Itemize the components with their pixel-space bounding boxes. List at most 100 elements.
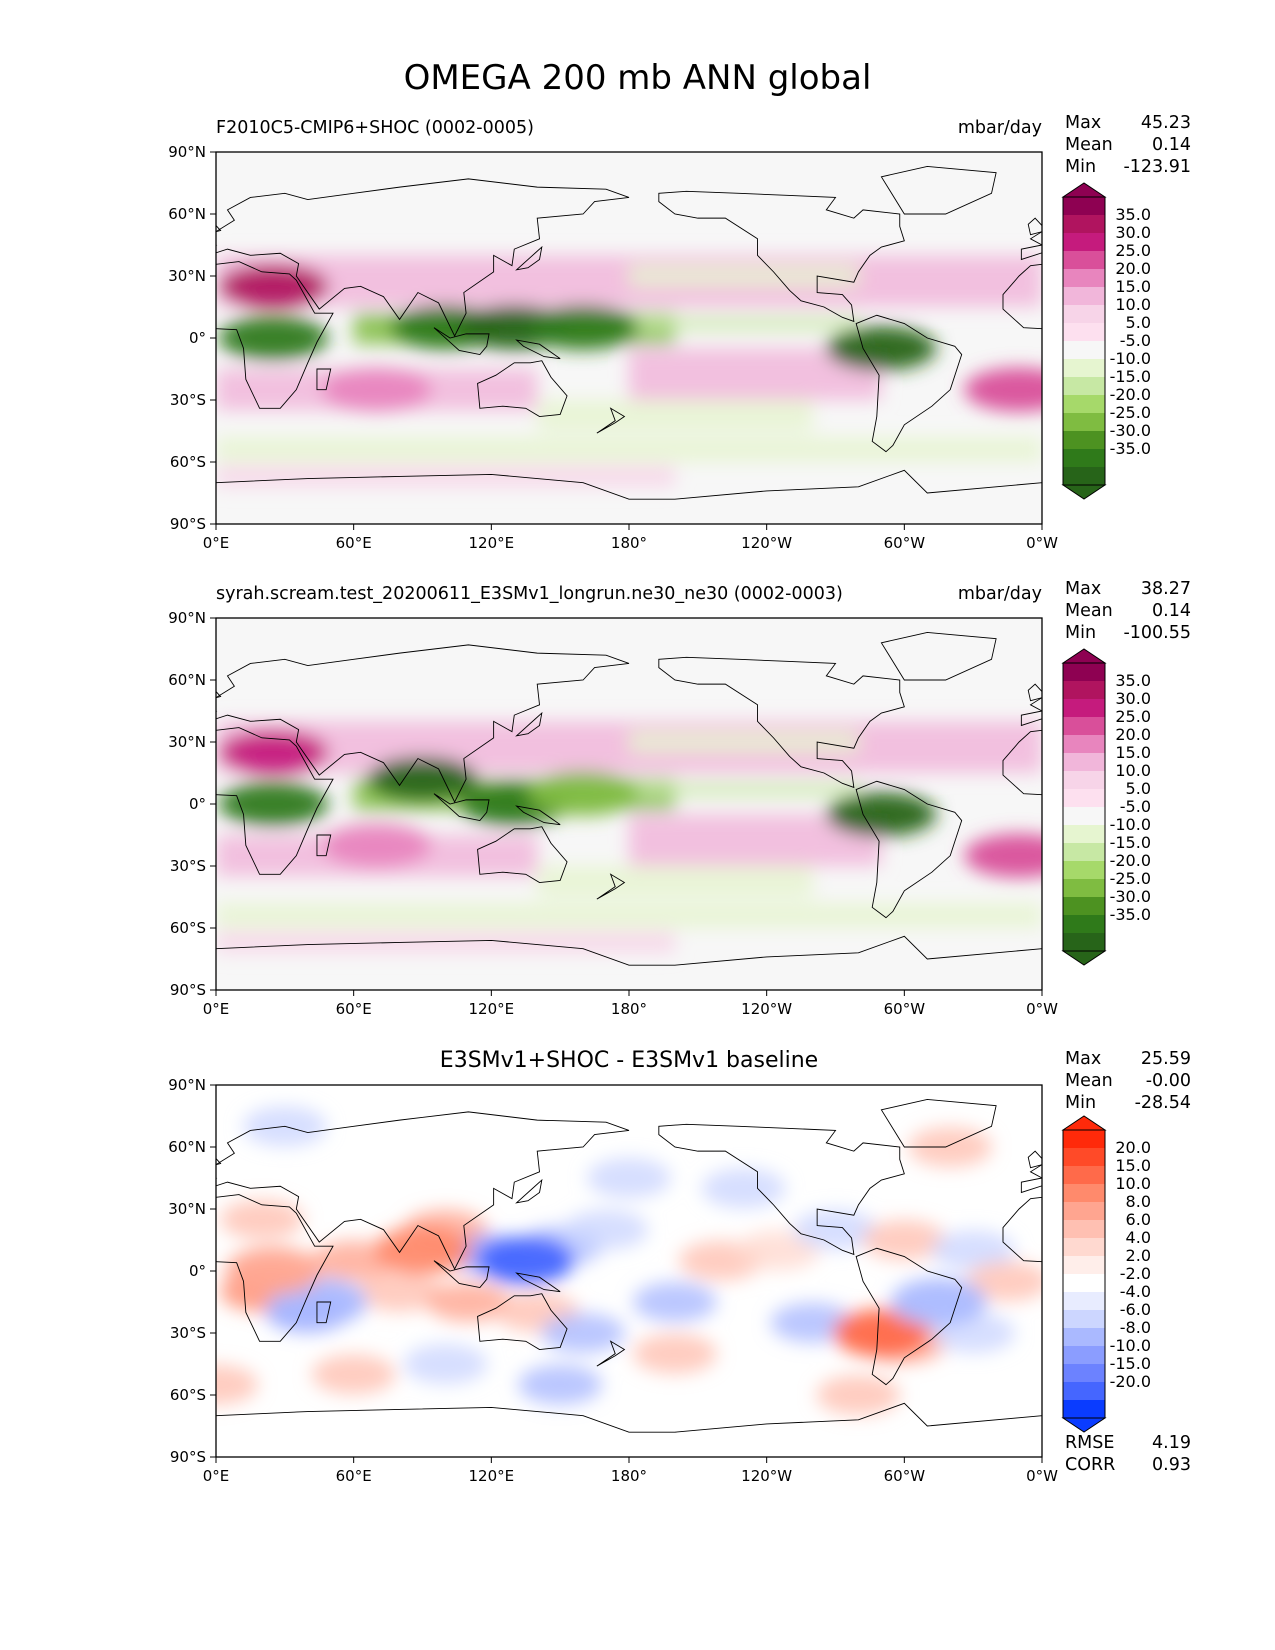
field-blob xyxy=(216,1364,258,1405)
field-layer xyxy=(216,255,1042,487)
colorbar-label: 20.0 xyxy=(1115,259,1151,278)
colorbar-label: -15.0 xyxy=(1110,367,1151,386)
colorbar-label: -35.0 xyxy=(1110,439,1151,458)
colorbar-frame xyxy=(1062,196,1106,486)
lat-tick-label: 60°S xyxy=(170,1386,206,1404)
panel-title: F2010C5-CMIP6+SHOC (0002-0005) xyxy=(216,118,534,138)
colorbar-segment xyxy=(1063,305,1105,324)
field-blob xyxy=(632,1282,717,1322)
lon-tick-label: 60°E xyxy=(336,1000,372,1018)
colorbar-segment xyxy=(1063,753,1105,772)
stat-min-label: Min xyxy=(1065,623,1097,643)
lon-tick-label: 120°E xyxy=(469,534,515,552)
coastlines xyxy=(216,1099,1042,1457)
stat-max: 25.59 xyxy=(1140,1049,1191,1069)
colorbar-label: 6.0 xyxy=(1126,1210,1151,1229)
lon-tick-label: 60°W xyxy=(884,534,926,552)
stat-max: 45.23 xyxy=(1140,113,1191,133)
coastline-madagascar xyxy=(316,834,332,857)
colorbar-label: 15.0 xyxy=(1115,1156,1151,1175)
colorbar-segment xyxy=(1063,1238,1105,1257)
colorbar-label: 25.0 xyxy=(1115,241,1151,260)
rmse-label: RMSE xyxy=(1065,1433,1115,1453)
field-band xyxy=(216,932,675,953)
stats-box: Max 45.23 Mean 0.14 Min -123.91 xyxy=(1065,112,1191,178)
colorbar-label: 5.0 xyxy=(1126,313,1151,332)
colorbar-segment xyxy=(1063,789,1105,808)
stat-max-label: Max xyxy=(1065,1049,1102,1069)
colorbar-label: -15.0 xyxy=(1110,833,1151,852)
colorbar-segment xyxy=(1063,807,1105,826)
colorbar-segment xyxy=(1063,915,1105,934)
coastline-eurasia xyxy=(216,644,630,803)
lon-tick-label: 180° xyxy=(611,1467,647,1485)
colorbar-segment xyxy=(1063,449,1105,468)
lon-tick-label: 0°E xyxy=(203,534,230,552)
field-band xyxy=(537,400,813,431)
colorbar-segment xyxy=(1063,1310,1105,1329)
colorbar: 35.030.025.020.015.010.05.0-5.0-10.0-15.… xyxy=(1061,182,1151,500)
colorbar-label: -5.0 xyxy=(1120,797,1151,816)
lat-tick-label: 90°S xyxy=(170,981,206,999)
colorbar-segment xyxy=(1063,699,1105,718)
coastline-antarctica xyxy=(216,935,1042,990)
colorbar-segment xyxy=(1063,233,1105,252)
lat-tick-label: 90°N xyxy=(168,143,206,161)
colorbar-segment xyxy=(1063,1148,1105,1167)
colorbar-label: -10.0 xyxy=(1110,349,1151,368)
stat-mean-label: Mean xyxy=(1065,1071,1113,1091)
field-feature xyxy=(218,264,329,309)
coastline-newzealand xyxy=(596,1340,626,1367)
field-layer xyxy=(216,1106,1042,1415)
lon-tick-label: 180° xyxy=(611,534,647,552)
colorbar-segment xyxy=(1063,1184,1105,1203)
colorbar-segment xyxy=(1063,1292,1105,1311)
colorbar-label: -20.0 xyxy=(1110,385,1151,404)
field-band xyxy=(537,866,813,897)
colorbar-segment xyxy=(1063,1166,1105,1185)
colorbar-label: -30.0 xyxy=(1110,887,1151,906)
panel-units: mbar/day xyxy=(957,584,1042,604)
colorbar-segment xyxy=(1063,897,1105,916)
coastline-newguinea xyxy=(515,1272,561,1293)
corr-value: 0.93 xyxy=(1152,1455,1191,1475)
map-plot: 90°N 60°N 30°N 0° 30°S 60°S 90°S0°E 60°E 120°E 18… xyxy=(168,1076,1151,1485)
lon-tick-label: 60°W xyxy=(884,1467,926,1485)
field-layer xyxy=(216,721,1042,953)
colorbar-segment xyxy=(1063,861,1105,880)
colorbar-segment xyxy=(1063,197,1105,216)
lat-tick-label: 30°S xyxy=(170,1324,206,1342)
coastline-namerica xyxy=(658,190,905,323)
coastline-greenland xyxy=(880,1099,997,1148)
colorbar-frame xyxy=(1062,662,1106,952)
lon-tick-label: 120°W xyxy=(741,1000,792,1018)
colorbar-segment xyxy=(1063,933,1105,952)
colorbar-segment xyxy=(1063,1382,1105,1401)
colorbar-segment xyxy=(1063,1328,1105,1347)
colorbar-segment xyxy=(1063,1130,1105,1149)
colorbar-segment xyxy=(1063,717,1105,736)
colorbar-label: -4.0 xyxy=(1120,1282,1151,1301)
field-feature xyxy=(528,771,639,816)
coastline-australia xyxy=(477,826,568,883)
coastline-madagascar xyxy=(316,368,332,391)
field-blob xyxy=(587,1158,671,1198)
field-feature xyxy=(367,757,478,802)
colorbar-label: 30.0 xyxy=(1115,689,1151,708)
field-blob xyxy=(357,1271,442,1312)
colorbar-segment xyxy=(1063,1202,1105,1221)
figure-title: OMEGA 200 mb ANN global xyxy=(403,58,872,98)
field-blob xyxy=(816,1375,901,1415)
field-feature xyxy=(225,1247,322,1295)
panel-title: E3SMv1+SHOC - E3SMv1 baseline xyxy=(439,1048,819,1073)
coastline-madagascar xyxy=(316,1301,332,1324)
colorbar-segment xyxy=(1063,395,1105,414)
colorbar-label: 25.0 xyxy=(1115,707,1151,726)
field-blob xyxy=(518,1364,603,1405)
stat-min: -100.55 xyxy=(1123,623,1191,643)
colorbar-segment xyxy=(1063,467,1105,486)
field-feature xyxy=(833,1309,930,1357)
field-feature xyxy=(528,305,639,350)
lat-tick-label: 30°S xyxy=(170,857,206,875)
coastline-africa xyxy=(216,727,334,875)
